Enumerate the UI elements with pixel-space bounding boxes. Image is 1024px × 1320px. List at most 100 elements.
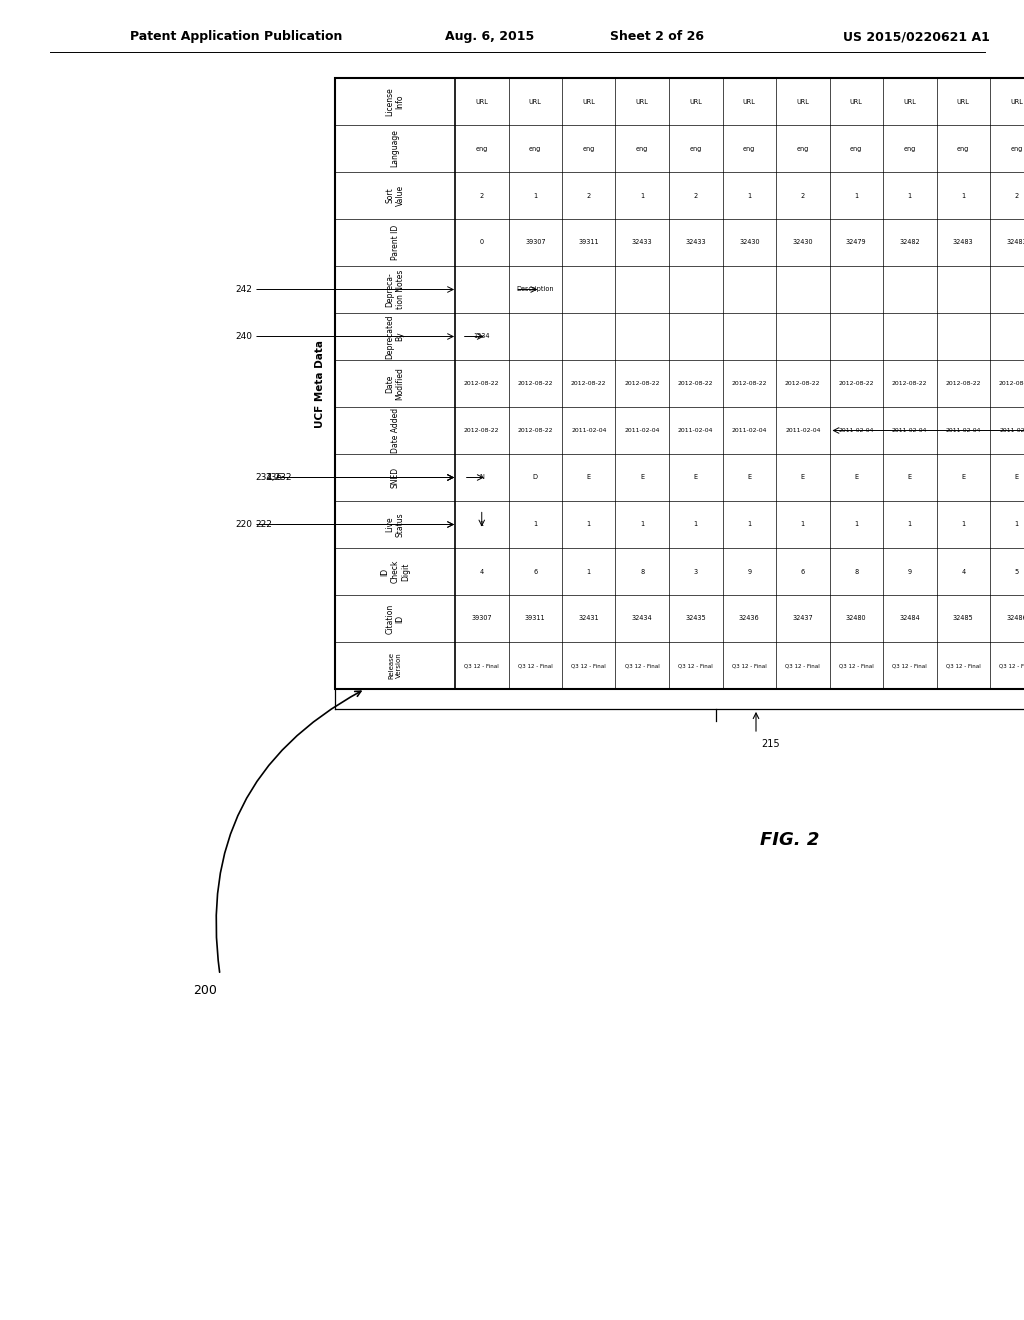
Text: eng: eng (689, 145, 701, 152)
Text: 2011-02-04: 2011-02-04 (571, 428, 606, 433)
Text: 1: 1 (962, 193, 966, 198)
Text: 4: 4 (479, 569, 483, 574)
Text: 1: 1 (962, 521, 966, 528)
Text: Date
Modified: Date Modified (385, 367, 404, 400)
Text: 32479: 32479 (846, 239, 866, 246)
Text: 2011-02-04: 2011-02-04 (892, 428, 928, 433)
Text: 2012-08-22: 2012-08-22 (731, 381, 767, 385)
Text: 2: 2 (801, 193, 805, 198)
Text: 2: 2 (1015, 193, 1019, 198)
Text: 0: 0 (480, 239, 483, 246)
Text: Q3 12 - Final: Q3 12 - Final (732, 663, 767, 668)
Text: 32430: 32430 (739, 239, 760, 246)
Text: URL: URL (475, 99, 488, 104)
Text: 2012-08-22: 2012-08-22 (839, 381, 874, 385)
Text: 240: 240 (234, 333, 252, 341)
Text: 1: 1 (640, 193, 644, 198)
Text: 32435: 32435 (685, 615, 707, 622)
Text: 2012-08-22: 2012-08-22 (678, 381, 714, 385)
Text: 2011-02-04: 2011-02-04 (678, 428, 714, 433)
Text: Description: Description (516, 286, 554, 293)
Text: 6: 6 (801, 569, 805, 574)
Text: 222: 222 (255, 520, 272, 529)
Text: eng: eng (475, 145, 488, 152)
Text: Live
Status: Live Status (385, 512, 404, 537)
Text: Aug. 6, 2015: Aug. 6, 2015 (445, 30, 535, 44)
Text: Release
Version: Release Version (388, 652, 401, 678)
Text: 32437: 32437 (793, 615, 813, 622)
Text: Sort
Value: Sort Value (385, 185, 404, 206)
Text: URL: URL (956, 99, 970, 104)
Text: Deprecated
By: Deprecated By (385, 314, 404, 359)
Text: 32486: 32486 (1007, 615, 1024, 622)
Text: E: E (1015, 474, 1019, 480)
Text: 1: 1 (640, 521, 644, 528)
Text: E: E (801, 474, 805, 480)
Text: 1: 1 (534, 521, 538, 528)
Text: 2012-08-22: 2012-08-22 (999, 381, 1024, 385)
Text: 2012-08-22: 2012-08-22 (892, 381, 928, 385)
Text: E: E (587, 474, 591, 480)
Text: Patent Application Publication: Patent Application Publication (130, 30, 342, 44)
Text: D: D (532, 474, 538, 480)
Text: 1: 1 (693, 521, 697, 528)
Text: 8: 8 (640, 569, 644, 574)
Text: Depreca-
tion Notes: Depreca- tion Notes (385, 269, 404, 309)
Text: URL: URL (797, 99, 809, 104)
Text: eng: eng (743, 145, 756, 152)
Text: Q3 12 - Final: Q3 12 - Final (839, 663, 873, 668)
Text: 39311: 39311 (579, 239, 599, 246)
Text: eng: eng (529, 145, 542, 152)
Text: 200: 200 (194, 983, 217, 997)
Text: Q3 12 - Final: Q3 12 - Final (892, 663, 927, 668)
Text: 2012-08-22: 2012-08-22 (945, 381, 981, 385)
Text: 39307: 39307 (525, 239, 546, 246)
Text: UCF Meta Data: UCF Meta Data (315, 339, 325, 428)
Text: Citation
ID: Citation ID (385, 603, 404, 634)
Text: 39307: 39307 (471, 615, 492, 622)
Text: 2012-08-22: 2012-08-22 (517, 381, 553, 385)
Text: Q3 12 - Final: Q3 12 - Final (571, 663, 606, 668)
Text: 2012-08-22: 2012-08-22 (517, 428, 553, 433)
Text: 1234: 1234 (473, 334, 490, 339)
Text: E: E (962, 474, 966, 480)
Text: 1,232: 1,232 (266, 473, 292, 482)
Text: 2011-02-04: 2011-02-04 (625, 428, 659, 433)
Text: 8: 8 (854, 569, 858, 574)
Text: 32433: 32433 (685, 239, 707, 246)
Text: URL: URL (903, 99, 916, 104)
Text: 1: 1 (801, 521, 805, 528)
Text: Sheet 2 of 26: Sheet 2 of 26 (610, 30, 705, 44)
Text: Q3 12 - Final: Q3 12 - Final (464, 663, 499, 668)
Text: E: E (748, 474, 752, 480)
Text: eng: eng (583, 145, 595, 152)
Text: US 2015/0220621 A1: US 2015/0220621 A1 (843, 30, 990, 44)
Text: 1: 1 (587, 521, 591, 528)
Text: 32436: 32436 (739, 615, 760, 622)
Text: eng: eng (850, 145, 862, 152)
Text: URL: URL (528, 99, 542, 104)
Text: 32430: 32430 (793, 239, 813, 246)
Text: 6: 6 (534, 569, 538, 574)
Text: URL: URL (636, 99, 648, 104)
Text: 32433: 32433 (632, 239, 652, 246)
Bar (335, 78, 1024, 689)
Text: 5: 5 (1015, 569, 1019, 574)
Text: 32485: 32485 (953, 615, 974, 622)
Text: eng: eng (957, 145, 970, 152)
Text: 1: 1 (854, 193, 858, 198)
Text: 32484: 32484 (899, 615, 920, 622)
Text: 32483: 32483 (1007, 239, 1024, 246)
Text: 2: 2 (693, 193, 697, 198)
Text: eng: eng (636, 145, 648, 152)
Text: 3: 3 (693, 569, 697, 574)
Text: URL: URL (689, 99, 702, 104)
Text: 32480: 32480 (846, 615, 866, 622)
Text: 32434: 32434 (632, 615, 652, 622)
Text: Q3 12 - Final: Q3 12 - Final (785, 663, 820, 668)
Text: E: E (693, 474, 697, 480)
Text: 32431: 32431 (579, 615, 599, 622)
Text: 2011-02-04: 2011-02-04 (731, 428, 767, 433)
Text: 236: 236 (265, 473, 282, 482)
Text: 1: 1 (534, 193, 538, 198)
